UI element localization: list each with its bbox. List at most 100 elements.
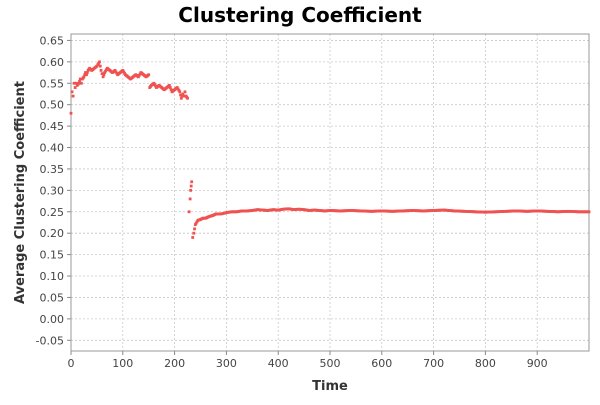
data-point xyxy=(102,73,106,77)
data-point xyxy=(121,69,125,72)
data-point xyxy=(154,84,158,88)
data-point xyxy=(83,73,87,77)
y-tick-label: -0.05 xyxy=(36,334,64,347)
data-point xyxy=(72,81,76,85)
y-tick-label: 0.40 xyxy=(40,142,65,155)
data-point xyxy=(122,70,126,74)
x-tick-label: 0 xyxy=(68,357,75,370)
data-point xyxy=(180,94,184,98)
data-point xyxy=(138,72,142,76)
data-point xyxy=(98,64,102,68)
y-tick-label: 0.25 xyxy=(40,206,65,219)
data-point xyxy=(195,220,199,224)
chart-title: Clustering Coefficient xyxy=(178,3,422,27)
data-point xyxy=(190,180,194,184)
data-point xyxy=(78,77,82,81)
y-tick-label: 0.50 xyxy=(40,99,65,112)
y-tick-label: 0.05 xyxy=(40,291,65,304)
data-point xyxy=(84,71,87,74)
data-point xyxy=(186,96,189,100)
data-point xyxy=(168,84,171,87)
data-point xyxy=(104,69,107,73)
x-tick-label: 800 xyxy=(475,357,496,370)
y-axis-label: Average Clustering Coefficient xyxy=(13,81,28,304)
data-point xyxy=(179,93,182,97)
data-point xyxy=(85,71,89,74)
x-axis-label: Time xyxy=(312,379,348,394)
data-point xyxy=(136,75,140,79)
data-point xyxy=(177,89,181,92)
data-point xyxy=(194,221,198,225)
data-point xyxy=(85,73,88,77)
x-tick-label: 900 xyxy=(527,357,548,370)
data-point xyxy=(69,111,73,115)
y-tick-label: 0.45 xyxy=(40,120,65,133)
y-tick-label: 0.65 xyxy=(40,34,65,47)
tick-layer: 0 100 200 300 400 500 600 700 800 900 -0.05 0.00 0.0… xyxy=(36,34,548,370)
data-point xyxy=(79,81,83,85)
data-point xyxy=(97,61,101,65)
plot-border xyxy=(70,33,590,352)
x-tick-label: 700 xyxy=(423,357,444,370)
x-tick-label: 600 xyxy=(371,357,392,370)
data-point xyxy=(114,70,118,74)
data-point xyxy=(189,184,193,188)
y-tick-label: 0.20 xyxy=(40,227,65,240)
x-tick-label: 300 xyxy=(216,357,237,370)
x-tick-label: 100 xyxy=(112,357,133,370)
data-point xyxy=(189,188,193,192)
data-point xyxy=(96,63,100,67)
data-point xyxy=(70,90,74,94)
data-point xyxy=(147,73,151,77)
y-tick-label: 0.10 xyxy=(40,270,65,283)
data-point xyxy=(187,210,191,214)
data-point xyxy=(113,69,117,72)
data-point xyxy=(192,231,196,235)
x-tick-label: 500 xyxy=(320,357,341,370)
data-point xyxy=(82,75,86,79)
x-tick-label: 400 xyxy=(268,357,289,370)
data-point xyxy=(98,60,101,64)
data-point xyxy=(103,71,107,74)
data-point xyxy=(104,68,108,72)
data-point xyxy=(71,94,75,98)
data-point xyxy=(168,86,172,89)
y-tick-label: 0.15 xyxy=(40,249,65,262)
data-point xyxy=(74,81,78,85)
data-point xyxy=(169,88,173,92)
data-point xyxy=(182,94,186,98)
data-points xyxy=(69,60,591,239)
data-point xyxy=(191,236,195,239)
data-point xyxy=(181,92,185,96)
data-point xyxy=(153,83,157,87)
data-point xyxy=(115,71,119,75)
data-point xyxy=(77,81,81,85)
data-point xyxy=(95,64,99,68)
data-point xyxy=(587,210,591,214)
data-point xyxy=(137,74,141,77)
axis-layer xyxy=(67,33,590,355)
y-tick-label: 0.00 xyxy=(40,313,65,326)
data-point xyxy=(152,81,156,85)
data-point xyxy=(193,223,197,227)
data-point xyxy=(178,90,182,94)
y-tick-label: 0.60 xyxy=(40,56,65,69)
y-tick-label: 0.35 xyxy=(40,163,65,176)
data-point xyxy=(188,197,192,201)
data-point xyxy=(176,87,180,91)
y-tick-label: 0.30 xyxy=(40,184,65,197)
data-point xyxy=(123,71,126,75)
data-point xyxy=(78,79,81,83)
x-tick-label: 200 xyxy=(164,357,185,370)
data-point xyxy=(183,90,187,94)
data-point xyxy=(101,75,105,79)
data-point xyxy=(100,72,104,76)
data-point xyxy=(179,96,183,100)
data-point xyxy=(175,86,179,89)
data-point xyxy=(73,86,77,89)
y-tick-label: 0.55 xyxy=(40,77,65,90)
data-point xyxy=(193,227,196,231)
data-point xyxy=(99,69,103,72)
